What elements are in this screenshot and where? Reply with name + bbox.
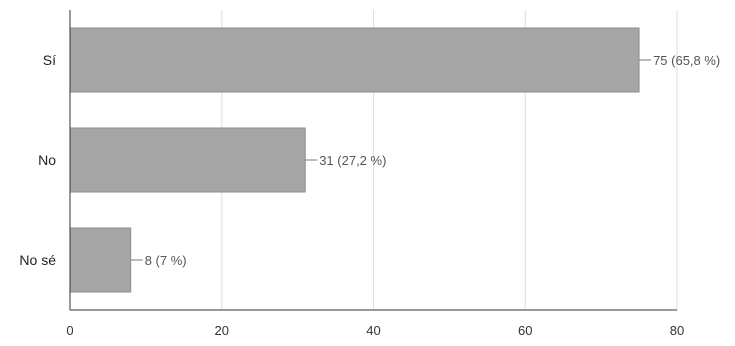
category-label-3: No sé [19,252,56,268]
category-label-2: No [38,152,56,168]
data-label-1: 75 (65,8 %) [653,53,720,68]
x-tick-label-40: 40 [366,323,380,338]
bars [69,27,640,293]
data-label-2: 31 (27,2 %) [319,153,386,168]
labels: 0 20 40 60 80 Sí 75 (65,8 %) No 31 (27,2 %) No sé… [19,52,720,338]
axes [69,10,677,311]
data-label-3: 8 (7 %) [145,253,187,268]
x-tick-label-20: 20 [215,323,229,338]
x-tick-label-0: 0 [66,323,73,338]
category-label-1: Sí [43,52,56,68]
x-tick-label-60: 60 [518,323,532,338]
bar-3 [69,227,132,293]
bar-1 [69,27,640,93]
x-tick-label-80: 80 [670,323,684,338]
bar-2 [69,127,306,193]
